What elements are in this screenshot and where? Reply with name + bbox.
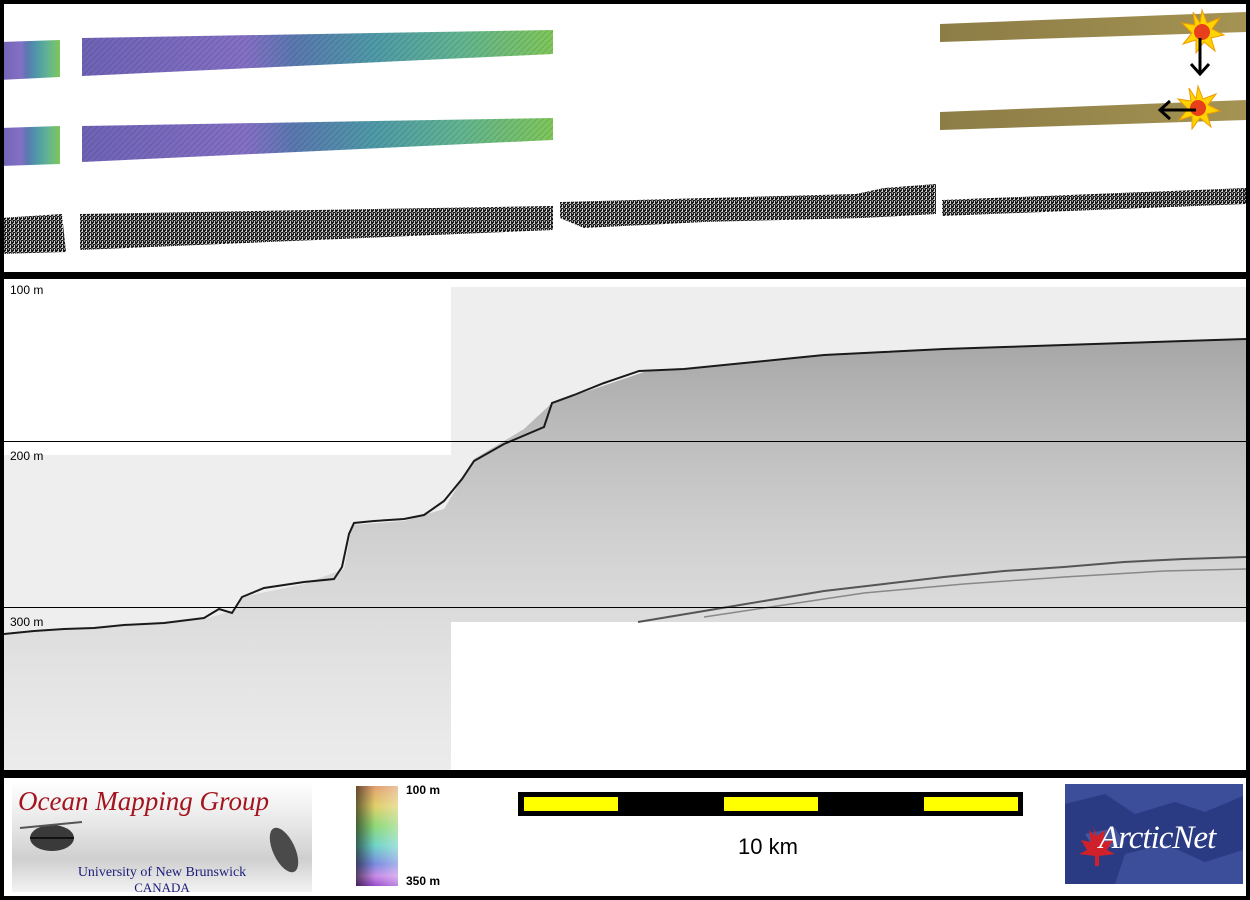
seabed-profile [3,338,1247,635]
sub-bottom-reflector [637,556,1247,623]
logo-country: CANADA [134,880,190,892]
arrow-down-icon [1189,38,1211,77]
ocean-mapping-group-logo: Ocean Mapping Group University of New Br… [12,782,312,892]
swath-strips [0,8,1246,254]
logo-university: University of New Brunswick [77,865,247,880]
swath-panel [0,4,1246,272]
logo-title: Ocean Mapping Group [18,786,269,816]
depth-colorbar [356,786,398,886]
scale-segment [524,797,618,811]
depth-line-200 [4,607,1246,608]
scale-segment [724,797,818,811]
maple-leaf-icon [1079,826,1115,866]
arctic-map-icon [1065,784,1243,884]
sun-marker-icon [1176,84,1222,131]
sonar-vehicle-icon [19,821,299,873]
echogram-panel: 100 m 200 m 300 m [3,279,1247,770]
scale-label: 10 km [738,834,798,859]
depth-label-200: 200 m [10,449,44,463]
bathy-strip-2a [0,126,60,166]
scale-segment [924,797,1018,811]
olive-strip-2 [940,100,1246,130]
olive-strip-1 [940,12,1246,42]
colorbar-top-label: 100 m [406,783,441,797]
legend-panel: Ocean Mapping Group University of New Br… [4,778,1246,896]
scale-bar [518,792,1023,816]
backscatter-strip-4 [942,188,1246,216]
sun-marker-icon [1180,8,1226,55]
depth-line-100 [4,441,1246,442]
depth-label-300: 300 m [10,615,44,629]
arcticnet-logo: ArcticNet [1065,784,1243,884]
echogram [3,287,1247,770]
backscatter-strip-1 [0,214,66,254]
backscatter-strip-3 [560,184,936,228]
arcticnet-wordmark: ArcticNet [1099,820,1216,856]
backscatter-strip-2 [80,206,553,250]
bathy-strip-1a [0,40,60,80]
depth-label-100: 100 m [10,283,44,297]
arrow-left-icon [1157,99,1196,121]
colorbar-bottom-label: 350 m [406,874,441,888]
